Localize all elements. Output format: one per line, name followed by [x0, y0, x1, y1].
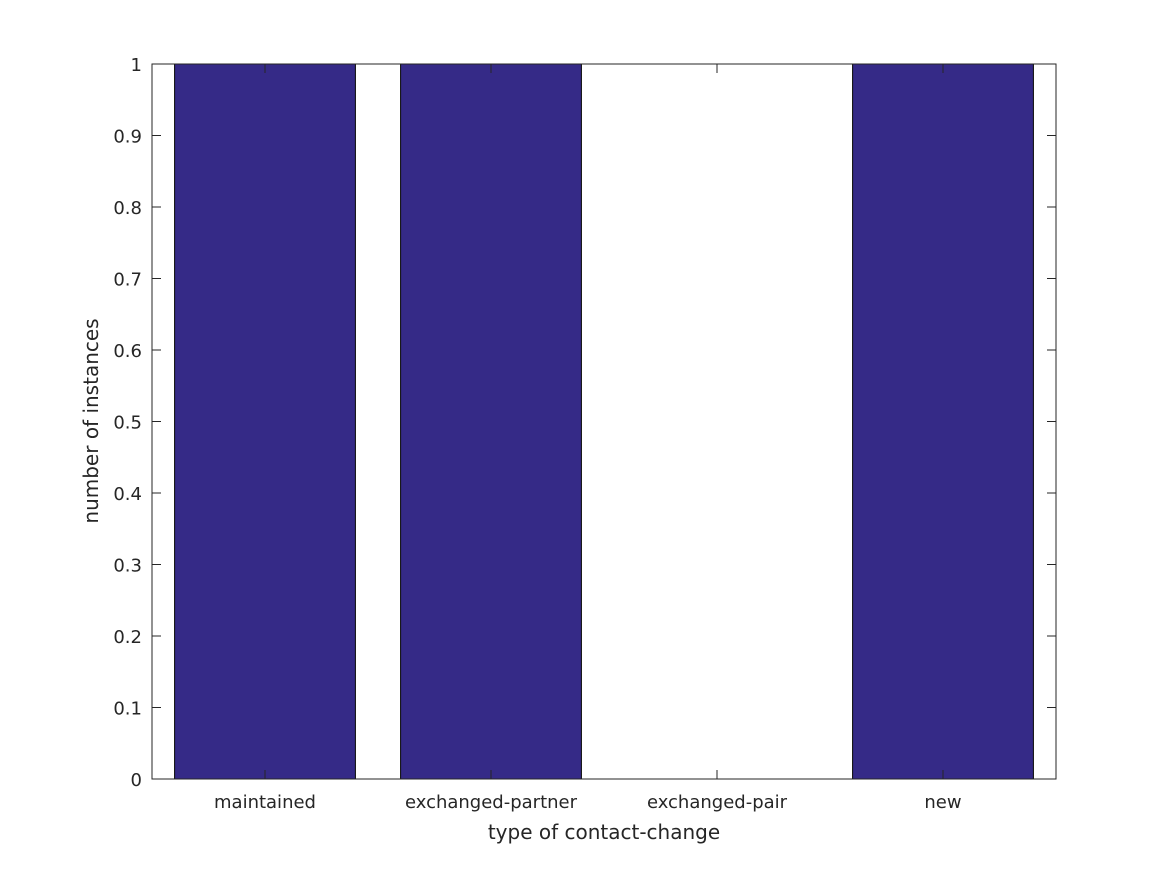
y-tick-label: 0 — [131, 770, 142, 791]
x-axis-label: type of contact-change — [488, 820, 720, 844]
y-tick-label: 0.1 — [113, 699, 142, 720]
y-tick-label: 0.4 — [113, 484, 142, 505]
y-tick-label: 0.8 — [113, 198, 142, 219]
y-tick-label: 0.9 — [113, 127, 142, 148]
y-tick-label: 0.3 — [113, 556, 142, 577]
y-axis-label: number of instances — [79, 318, 103, 523]
bar-new — [852, 63, 1034, 780]
bar-exchanged-partner — [400, 63, 582, 780]
x-tick-label: new — [924, 792, 961, 813]
x-tick-label: exchanged-partner — [405, 792, 578, 813]
y-tick-label: 0.2 — [113, 627, 142, 648]
x-tick-label: exchanged-pair — [647, 792, 788, 813]
x-tick-label: maintained — [214, 792, 316, 813]
bar-maintained — [174, 63, 356, 780]
y-tick-label: 0.6 — [113, 341, 142, 362]
y-tick-label: 0.7 — [113, 270, 142, 291]
y-tick-label: 1 — [131, 55, 142, 76]
y-tick-label: 0.5 — [113, 413, 142, 434]
